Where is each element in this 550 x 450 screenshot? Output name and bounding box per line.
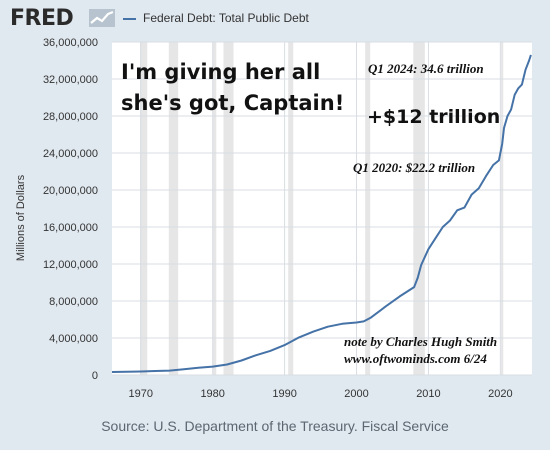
- y-tick-label: 8,000,000: [49, 296, 98, 308]
- y-tick-label: 24,000,000: [43, 148, 98, 160]
- header: FRED Federal Debt: Total Public Debt: [0, 0, 550, 40]
- recession-band: [365, 42, 371, 375]
- source-note: Source: U.S. Department of the Treasury.…: [101, 418, 449, 434]
- y-axis-label: Millions of Dollars: [15, 174, 27, 261]
- annotation-note-site: www.oftwominds.com 6/24: [344, 351, 487, 366]
- x-tick-label: 1990: [272, 388, 296, 400]
- recession-band: [223, 42, 234, 375]
- x-tick-label: 2010: [416, 388, 440, 400]
- trend-chart-icon: [89, 9, 115, 27]
- x-tick-label: 2020: [488, 388, 512, 400]
- x-tick-label: 1980: [200, 388, 224, 400]
- x-tick-labels: 1970 1980 1990 2000 2010 2020: [129, 388, 513, 400]
- recession-band: [140, 42, 148, 375]
- annotation-slogan-line1: I'm giving her all: [121, 60, 320, 84]
- recession-band: [168, 42, 179, 375]
- y-tick-label: 36,000,000: [43, 37, 98, 49]
- annotation-slogan-line2: she's got, Captain!: [121, 91, 344, 115]
- series-line-total-public-debt[interactable]: [111, 54, 532, 373]
- y-tick-labels: 0 4,000,000 8,000,000 12,000,000 16,000,000 2…: [43, 37, 98, 382]
- legend-label[interactable]: Federal Debt: Total Public Debt: [143, 11, 309, 25]
- y-tick-label: 32,000,000: [43, 74, 98, 86]
- series-lines: [111, 54, 532, 373]
- fred-logo[interactable]: FRED: [10, 6, 74, 31]
- annotation-note-author: note by Charles Hugh Smith: [344, 334, 497, 349]
- y-tick-label: 20,000,000: [43, 185, 98, 197]
- y-tick-label: 28,000,000: [43, 111, 98, 123]
- annotation-q1-2024: Q1 2024: 34.6 trillion: [368, 61, 484, 76]
- legend-swatch: [123, 18, 136, 20]
- x-tick-label: 1970: [129, 388, 153, 400]
- y-tick-label: 4,000,000: [49, 333, 98, 345]
- gridlines: [112, 41, 532, 376]
- x-tick-label: 2000: [344, 388, 368, 400]
- annotation-increase: +$12 trillion: [367, 106, 500, 128]
- recession-band: [413, 42, 425, 375]
- y-tick-label: 12,000,000: [43, 259, 98, 271]
- annotation-q1-2020: Q1 2020: $22.2 trillion: [353, 160, 475, 175]
- recession-band: [501, 42, 504, 375]
- y-tick-label: 16,000,000: [43, 222, 98, 234]
- recession-band: [212, 42, 217, 375]
- recession-shading: [140, 42, 504, 375]
- recession-band: [288, 42, 294, 375]
- y-tick-label: 0: [92, 370, 98, 382]
